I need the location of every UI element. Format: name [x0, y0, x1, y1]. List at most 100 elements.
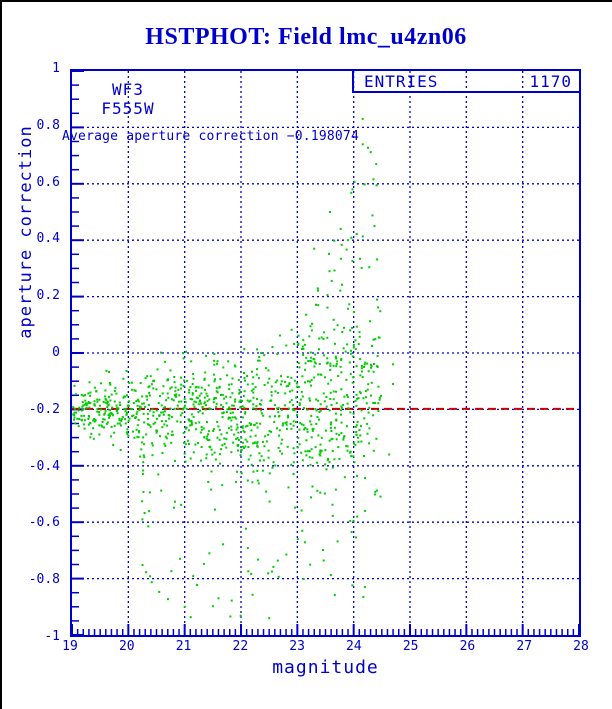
data-point: [313, 365, 316, 368]
data-point: [183, 406, 186, 409]
data-point: [171, 430, 174, 433]
data-point: [239, 399, 242, 402]
data-point: [225, 446, 228, 449]
data-point: [355, 393, 358, 396]
data-point: [149, 394, 151, 397]
y-tick-label: 0.6: [36, 174, 60, 190]
data-point: [352, 343, 355, 346]
data-point: [126, 394, 128, 397]
data-point: [283, 404, 286, 407]
data-point: [73, 416, 76, 419]
data-point: [354, 339, 357, 342]
data-point: [238, 392, 241, 395]
data-point: [329, 211, 331, 213]
data-point: [215, 397, 217, 400]
data-point: [96, 407, 99, 410]
data-point: [189, 398, 192, 401]
data-point: [115, 404, 118, 407]
data-point: [246, 440, 249, 443]
data-point: [103, 426, 105, 429]
data-point: [232, 441, 235, 444]
data-point: [207, 384, 210, 387]
data-point: [280, 380, 283, 383]
data-point: [318, 348, 320, 351]
data-point: [259, 422, 262, 425]
data-point: [304, 427, 307, 430]
data-point: [351, 355, 354, 358]
data-point: [197, 411, 200, 414]
data-point: [150, 581, 153, 584]
data-point: [222, 366, 225, 369]
data-point: [363, 455, 365, 457]
data-point: [340, 413, 342, 416]
data-point: [302, 347, 305, 350]
data-point: [255, 422, 258, 425]
data-point: [159, 395, 161, 398]
data-point: [253, 442, 256, 444]
data-point: [271, 466, 274, 469]
data-point: [284, 392, 287, 395]
data-point: [311, 429, 314, 432]
data-point: [76, 417, 79, 420]
data-point: [392, 383, 395, 385]
data-point: [298, 402, 301, 405]
data-point: [75, 393, 78, 396]
data-point: [378, 396, 381, 399]
data-point: [277, 406, 280, 409]
data-point: [151, 442, 154, 445]
data-point: [232, 404, 235, 407]
data-point: [256, 479, 259, 482]
data-point: [268, 472, 271, 475]
data-point: [289, 422, 292, 425]
data-point: [235, 428, 238, 431]
data-point: [370, 365, 373, 368]
data-point: [270, 391, 273, 394]
data-point: [340, 371, 343, 374]
data-point: [198, 394, 201, 397]
data-point: [151, 444, 154, 447]
data-point: [192, 416, 195, 418]
data-point: [374, 338, 377, 341]
x-tick-label: 22: [232, 639, 249, 654]
data-point: [243, 406, 246, 409]
data-point: [170, 386, 173, 389]
data-point: [175, 395, 177, 398]
data-point: [271, 570, 273, 573]
data-point: [298, 366, 301, 369]
data-point: [320, 449, 323, 452]
data-point: [268, 430, 271, 433]
data-point: [193, 405, 196, 408]
data-point: [235, 480, 237, 483]
data-point: [119, 424, 122, 427]
data-point: [264, 435, 267, 438]
data-point: [301, 345, 304, 348]
data-point: [103, 413, 106, 416]
data-point: [243, 431, 246, 434]
data-point: [377, 336, 380, 339]
data-point: [290, 463, 293, 466]
data-point: [268, 377, 271, 380]
data-point: [188, 391, 191, 394]
data-point: [237, 449, 239, 452]
data-point: [355, 536, 358, 539]
data-point: [177, 407, 180, 410]
data-point: [238, 391, 241, 394]
data-point: [184, 460, 187, 463]
data-point: [354, 443, 357, 446]
data-point: [292, 473, 295, 475]
data-point: [343, 395, 346, 398]
data-point: [246, 424, 249, 427]
data-point: [146, 375, 149, 378]
data-point: [249, 454, 252, 457]
data-point: [256, 398, 258, 401]
data-point: [225, 395, 228, 398]
data-point: [173, 381, 176, 384]
data-point: [221, 393, 224, 396]
data-point: [295, 396, 298, 399]
data-point: [354, 425, 357, 428]
data-point: [304, 381, 306, 384]
data-point: [155, 429, 158, 432]
data-point: [303, 343, 306, 346]
data-point: [128, 400, 131, 403]
data-point: [166, 424, 169, 427]
